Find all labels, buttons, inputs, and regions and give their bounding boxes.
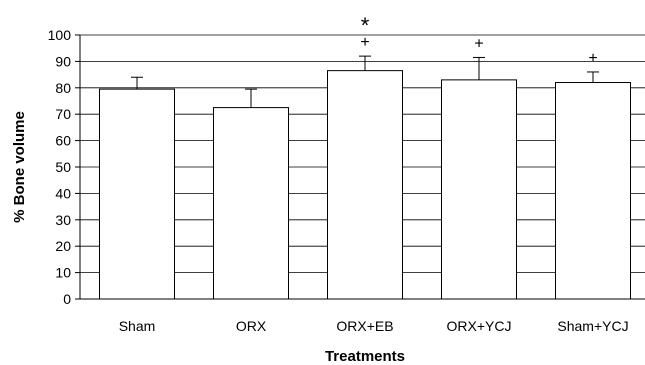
plus-marker: + — [360, 34, 369, 51]
y-tick-label: 50 — [55, 159, 71, 175]
bar — [555, 82, 631, 300]
y-tick-labels: 0 10 20 30 40 50 60 70 80 90 100 — [48, 27, 72, 307]
significance-markers: +*++ — [360, 13, 597, 67]
y-tick-label: 40 — [55, 185, 71, 201]
x-axis-title: Treatments — [325, 348, 405, 365]
bars — [99, 70, 631, 300]
x-tick-label: ORX — [236, 318, 267, 334]
bar — [327, 70, 403, 300]
y-tick-label: 60 — [55, 133, 71, 149]
y-tick-label: 10 — [55, 265, 71, 281]
y-tick-label: 80 — [55, 80, 71, 96]
x-tick-label: Sham — [119, 318, 156, 334]
y-tick-label: 100 — [48, 27, 72, 43]
error-bars — [131, 55, 599, 108]
bar — [213, 107, 289, 300]
y-tick-label: 30 — [55, 212, 71, 228]
y-axis-title: % Bone volume — [11, 111, 28, 223]
x-tick-label: ORX+YCJ — [447, 318, 512, 334]
plus-marker: + — [588, 50, 597, 67]
plus-marker: + — [474, 35, 483, 52]
bar — [441, 79, 517, 300]
asterisk-marker: * — [361, 13, 370, 38]
y-tick-label: 20 — [55, 238, 71, 254]
y-tick-label: 0 — [63, 291, 71, 307]
x-tick-label: Sham+YCJ — [557, 318, 628, 334]
bar — [99, 88, 175, 300]
x-tick-labels: Sham ORX ORX+EB ORX+YCJ Sham+YCJ — [119, 318, 629, 334]
y-tick-label: 70 — [55, 106, 71, 122]
y-tick-label: 90 — [55, 53, 71, 69]
x-tick-label: ORX+EB — [336, 318, 393, 334]
axes — [79, 35, 645, 300]
